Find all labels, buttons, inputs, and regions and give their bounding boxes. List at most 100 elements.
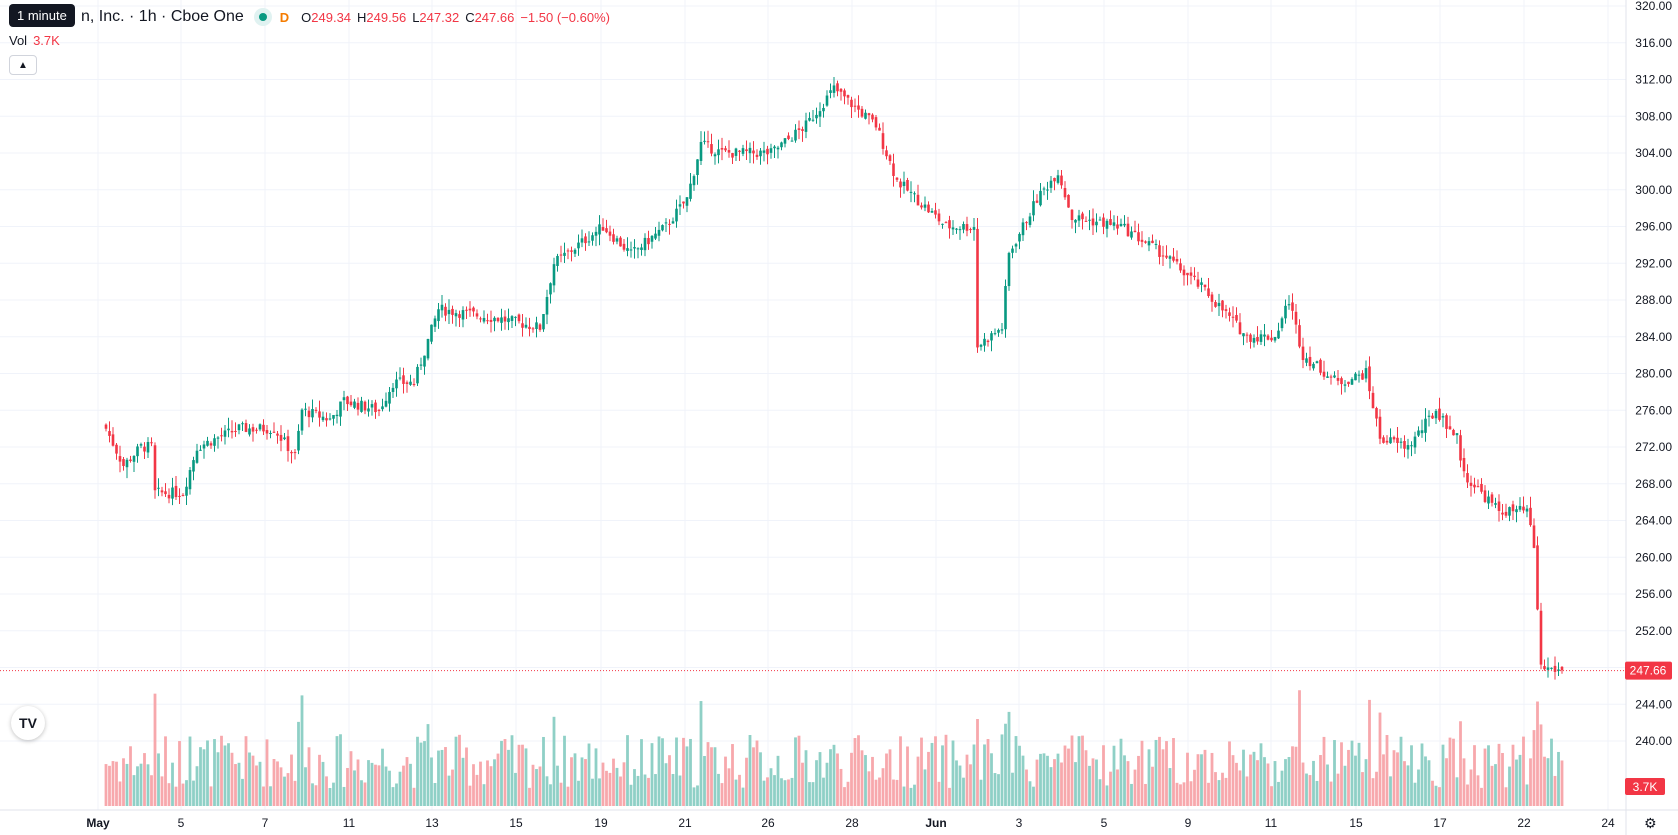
candle-body xyxy=(447,309,451,315)
volume-bar xyxy=(1273,761,1277,806)
volume-bar xyxy=(500,740,503,806)
tradingview-logo-icon[interactable]: TV xyxy=(11,706,45,740)
volume-bar xyxy=(1487,745,1490,806)
gear-icon[interactable]: ⚙ xyxy=(1644,815,1657,831)
candle-body xyxy=(216,437,220,439)
candle-body xyxy=(1424,418,1427,433)
volume-bar xyxy=(1424,756,1427,806)
volume-bar xyxy=(108,765,111,806)
volume-bar xyxy=(808,782,811,806)
volume-bar xyxy=(503,739,507,806)
volume-bar xyxy=(787,779,790,806)
volume-bar xyxy=(1081,735,1084,806)
volume-bar xyxy=(1343,765,1347,806)
price-axis[interactable]: 320.00 316.00 312.00 308.00 304.00 300.00 296.… xyxy=(1625,0,1672,835)
volume-bar xyxy=(1326,764,1329,806)
volume-bar xyxy=(311,783,314,806)
volume-bar xyxy=(1284,759,1287,806)
candle-body xyxy=(1515,509,1518,513)
candle-body xyxy=(580,238,584,243)
candle-body xyxy=(1259,334,1263,342)
volume-bar xyxy=(433,782,437,806)
ohlc-value: 249.34 xyxy=(311,10,352,25)
last-price-label: 247.66 xyxy=(1630,664,1667,678)
delay-badge[interactable]: D xyxy=(279,9,290,25)
volume-bar xyxy=(682,737,685,806)
volume-bar xyxy=(1186,752,1189,806)
candle-body xyxy=(1420,430,1424,434)
candle-body xyxy=(822,107,825,112)
volume-bar xyxy=(692,787,696,806)
volume-bar xyxy=(416,736,419,806)
price-tick-label: 256.00 xyxy=(1635,587,1672,601)
volume-bar xyxy=(713,747,717,806)
volume-bar xyxy=(1298,690,1301,806)
candle-body xyxy=(605,228,608,233)
candle-body xyxy=(297,430,300,451)
candle-body xyxy=(339,401,342,417)
volume-bar xyxy=(524,748,528,806)
candle-body xyxy=(325,418,328,421)
market-status-icon[interactable] xyxy=(253,8,272,26)
candle-body xyxy=(479,318,482,320)
price-tick-label: 272.00 xyxy=(1635,440,1672,454)
candle-body xyxy=(1504,511,1508,516)
volume-bar xyxy=(178,741,181,806)
candle-body xyxy=(587,241,591,243)
volume-bar xyxy=(724,756,727,806)
candle-body xyxy=(1284,305,1287,319)
volume-bar xyxy=(1165,741,1168,806)
volume-bar xyxy=(1525,784,1529,806)
candle-body xyxy=(1553,665,1557,672)
symbol-title[interactable]: n, Inc. · 1h · Cboe One xyxy=(81,8,244,25)
candle-body xyxy=(745,149,748,152)
volume-bar xyxy=(269,786,272,806)
volume-bar xyxy=(1280,770,1284,806)
candle-body xyxy=(1042,188,1046,190)
candle-body xyxy=(860,108,864,117)
time-tick-label: 26 xyxy=(761,816,775,830)
candle-body xyxy=(370,404,374,408)
ohlc-value: −1.50 (−0.60%) xyxy=(520,10,610,25)
candle-body xyxy=(332,414,335,419)
volume-bar xyxy=(559,782,563,806)
candle-body xyxy=(937,213,941,222)
volume-bar xyxy=(1291,746,1294,806)
volume-bar xyxy=(349,751,353,806)
volume-bar xyxy=(328,787,332,806)
volume-bar xyxy=(195,766,199,806)
volume-bar xyxy=(318,754,321,806)
volume-bar xyxy=(552,716,556,806)
candle-body xyxy=(1473,484,1476,488)
candle-body xyxy=(657,229,661,236)
candle-body xyxy=(1452,429,1455,436)
volume-bar xyxy=(983,744,986,806)
candle-body xyxy=(1018,233,1021,242)
candle-body xyxy=(1354,373,1357,381)
candle-body xyxy=(1319,359,1322,373)
candle-body xyxy=(328,418,332,420)
candle-body xyxy=(1158,245,1161,257)
volume-bar xyxy=(650,743,654,806)
candle-body xyxy=(622,243,626,250)
symbol-legend[interactable]: n, Inc. · 1h · Cboe One D O249.34 H249.56… xyxy=(9,8,610,26)
time-axis[interactable]: May 5 7 11 13 15 19 21 26 28 Jun 3 5 9 11 15 17 22 24 xyxy=(0,809,1678,830)
candle-body xyxy=(129,459,132,461)
candle-body xyxy=(136,446,139,457)
candle-body xyxy=(916,194,920,206)
price-tick-label: 288.00 xyxy=(1635,293,1672,307)
volume-legend[interactable]: Vol 3.7K xyxy=(9,33,60,48)
volume-bar xyxy=(146,764,150,806)
candle-body xyxy=(482,317,486,322)
candle-body xyxy=(986,340,990,343)
candle-body xyxy=(563,252,566,256)
volume-bar xyxy=(934,736,937,806)
candle-body xyxy=(493,317,496,322)
candle-body xyxy=(545,296,549,315)
volume-bar xyxy=(1410,745,1413,806)
candle-body xyxy=(1039,190,1042,206)
chevron-up-icon[interactable]: ▲ xyxy=(9,55,37,75)
volume-bar xyxy=(220,735,223,806)
candle-body xyxy=(1123,223,1126,226)
